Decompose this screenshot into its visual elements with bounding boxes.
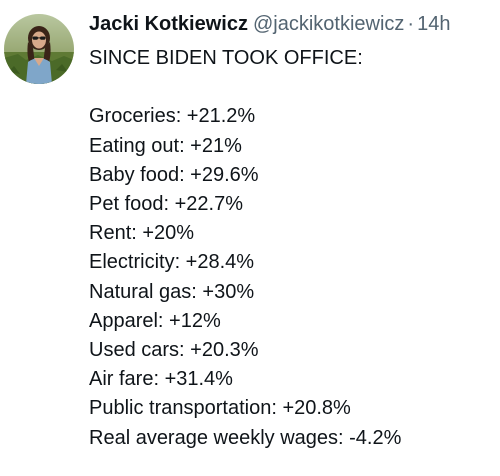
avatar-photo-icon [4,14,74,84]
tweet-content: Jacki Kotkiewicz @jackikotkiewicz · 14h … [89,10,494,453]
tweet-text: SINCE BIDEN TOOK OFFICE: Groceries: +21.… [89,44,494,453]
tweet-blank-line [89,73,494,102]
list-item: Rent: +20% [89,222,195,245]
list-item: Groceries: +21.2% [89,105,256,128]
header-separator: · [407,13,415,35]
list-item: Eating out: +21% [89,134,242,157]
tweet-headline: SINCE BIDEN TOOK OFFICE: [89,47,363,69]
tweet-header: Jacki Kotkiewicz @jackikotkiewicz · 14h [89,10,494,38]
list-item: Pet food: +22.7% [89,193,244,215]
list-item: Air fare: +31.4% [89,368,233,391]
user-avatar[interactable] [4,14,74,84]
list-item: Used cars: +20.3% [89,339,259,362]
list-item: Electricity: +28.4% [89,251,255,274]
list-item: Baby food: +29.6% [89,163,259,186]
list-item: Real average weekly wages: -4.2% [89,426,402,449]
author-display-name[interactable]: Jacki Kotkiewicz [89,13,248,35]
list-item: Natural gas: +30% [89,280,255,303]
author-handle[interactable]: @jackikotkiewicz [252,13,405,35]
list-item: Public transportation: +20.8% [89,397,351,420]
list-item: Apparel: +12% [89,309,221,332]
tweet-timestamp[interactable]: 14h [417,13,451,35]
